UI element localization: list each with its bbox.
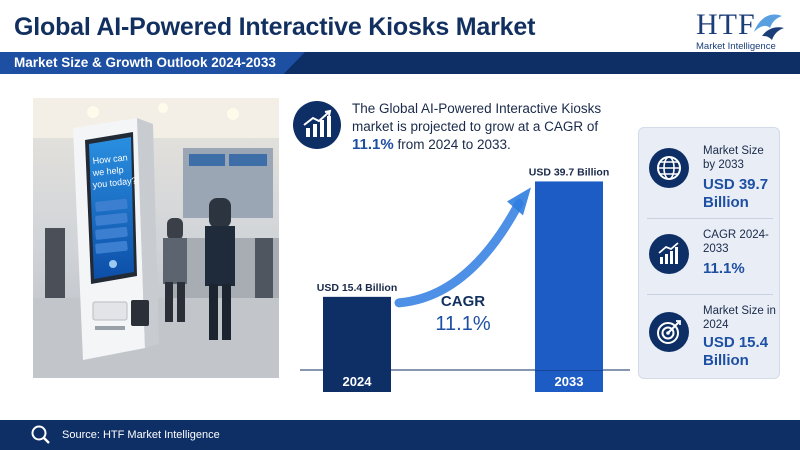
search-icon [31,425,50,444]
card-label: Market Size by 2033 [703,145,764,171]
page-title: Global AI-Powered Interactive Kiosks Mar… [14,13,536,41]
growth-chart-icon [649,234,689,274]
intro-text: The Global AI-Powered Interactive Kiosks… [352,100,632,154]
bird-logo-icon [754,14,784,40]
cagr-annotation-value: 11.1% [435,313,490,335]
growth-arrow-head [507,187,531,216]
card-cagr: CAGR 2024-2033 11.1% [639,220,781,304]
growth-chart-icon [303,109,332,137]
value-label-2024: USD 15.4 Billion [317,282,398,294]
category-label-2033: 2033 [555,374,584,389]
card-market-size-2024: Market Size in 2024 USD 15.4 Billion [639,296,781,380]
card-value: USD 39.7 Billion [703,176,769,211]
stats-cards: Market Size by 2033 USD 39.7 Billion CAG… [638,127,780,379]
kiosk-photo: How can we help you today? [33,98,279,378]
value-label-2033: USD 39.7 Billion [529,166,610,178]
card-separator [647,218,773,219]
logo-subtitle: Market Intelligence [696,41,776,52]
kiosk-illustration: How can we help you today? [33,98,279,378]
intro-text-after: from 2024 to 2033. [393,137,511,152]
bar-2033 [535,181,603,370]
card-value: USD 15.4 Billion [703,334,769,369]
market-bar-chart: 2024 USD 15.4 Billion 2033 USD 39.7 Billion… [300,166,630,392]
target-icon [649,312,689,352]
htf-logo: HTF Market Intelligence [690,8,790,52]
svg-text:we help: we help [91,165,124,178]
cagr-annotation-label: CAGR [441,293,485,310]
card-label: Market Size in 2024 [703,305,776,331]
card-market-size-2033: Market Size by 2033 USD 39.7 Billion [639,128,781,212]
subtitle: Market Size & Growth Outlook 2024-2033 [14,55,276,70]
intro-icon [293,101,341,149]
card-label: CAGR 2024-2033 [703,229,769,255]
bar-2024 [323,296,391,370]
category-strip-2033 [535,370,603,392]
source-text: Source: HTF Market Intelligence [62,429,220,441]
logo-mark: HTF [696,8,756,41]
category-label-2024: 2024 [343,374,373,389]
svg-text:you today?: you today? [92,175,137,190]
card-separator [647,294,773,295]
intro-cagr-value: 11.1% [352,136,394,153]
card-value: 11.1% [703,260,745,277]
footer-bar [0,420,800,450]
svg-text:How can: How can [92,152,128,166]
globe-icon [649,148,689,188]
category-strip-2024 [323,370,391,392]
intro-text-before: The Global AI-Powered Interactive Kiosks… [352,101,602,134]
subtitle-tab [0,52,305,74]
growth-arrow [394,198,524,308]
